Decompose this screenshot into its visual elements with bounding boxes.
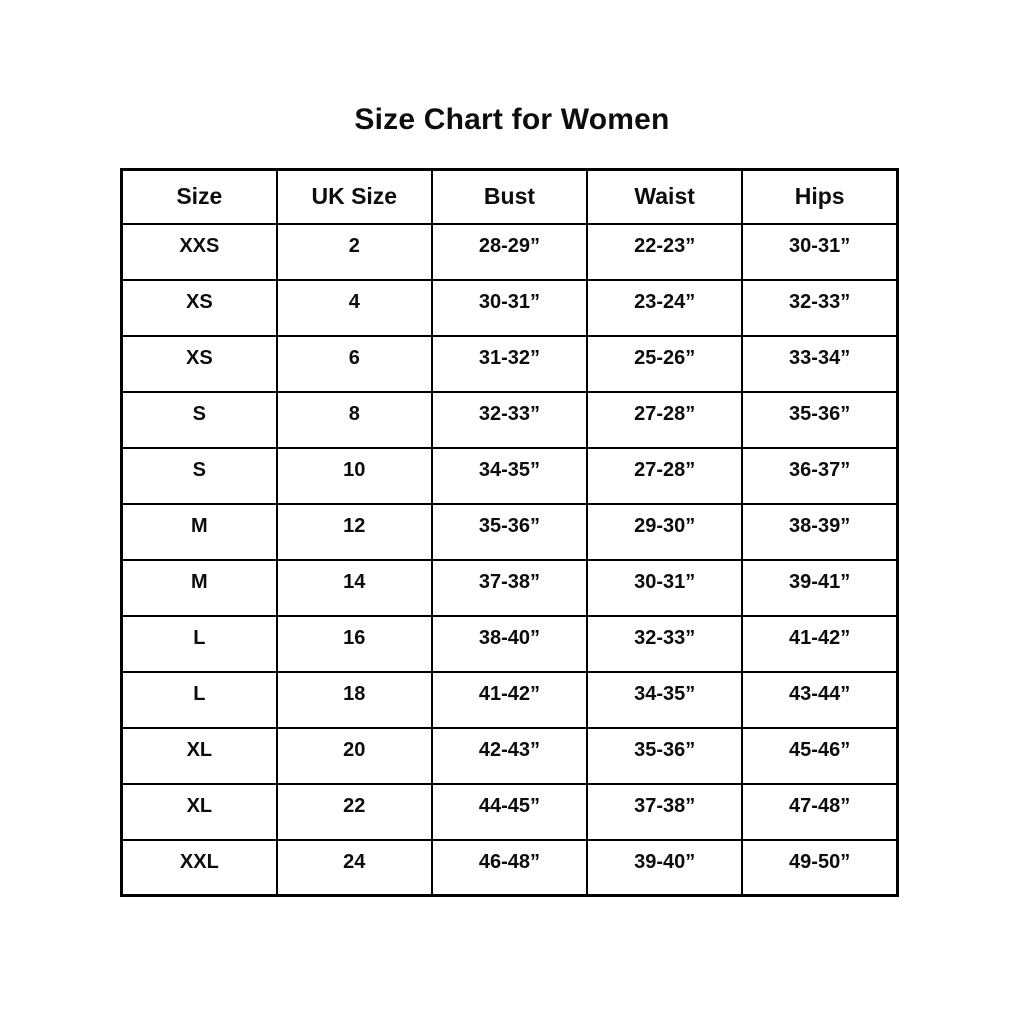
table-row: XS 4 30-31” 23-24” 32-33”	[120, 278, 899, 337]
table-cell: 35-36”	[430, 502, 589, 561]
table-cell: 36-37”	[741, 446, 899, 505]
table-cell: 30-31”	[430, 278, 589, 337]
table-row: XL 22 44-45” 37-38” 47-48”	[120, 782, 899, 841]
table-cell: 33-34”	[741, 334, 899, 393]
table-cell: 32-33”	[586, 614, 744, 673]
table-cell: L	[120, 670, 278, 729]
table-cell: 37-38”	[430, 558, 589, 617]
table-cell: 10	[275, 446, 433, 505]
table-row: S 8 32-33” 27-28” 35-36”	[120, 390, 899, 449]
table-row: M 12 35-36” 29-30” 38-39”	[120, 502, 899, 561]
page-title: Size Chart for Women	[354, 103, 670, 136]
table-cell: 6	[275, 334, 433, 393]
table-cell: 46-48”	[430, 838, 589, 897]
table-cell: 12	[275, 502, 433, 561]
table-cell: 38-40”	[430, 614, 589, 673]
table-row: L 16 38-40” 32-33” 41-42”	[120, 614, 899, 673]
table-row: XXS 2 28-29” 22-23” 30-31”	[120, 222, 899, 281]
table-cell: 24	[275, 838, 433, 897]
table-cell: 29-30”	[586, 502, 744, 561]
table-body: XXS 2 28-29” 22-23” 30-31” XS 4 30-31” 23-24” 32-…	[120, 222, 899, 897]
table-cell: 34-35”	[586, 670, 744, 729]
table-cell: L	[120, 614, 278, 673]
table-cell: 25-26”	[586, 334, 744, 393]
table-cell: 41-42”	[430, 670, 589, 729]
table-cell: 18	[275, 670, 433, 729]
table-cell: 30-31”	[586, 558, 744, 617]
table-row: XS 6 31-32” 25-26” 33-34”	[120, 334, 899, 393]
column-header-size: Size	[120, 168, 278, 225]
table-cell: 35-36”	[741, 390, 899, 449]
table-cell: XL	[120, 726, 278, 785]
table-cell: 20	[275, 726, 433, 785]
table-cell: 23-24”	[586, 278, 744, 337]
table-cell: XXS	[120, 222, 278, 281]
table-cell: S	[120, 446, 278, 505]
table-cell: 30-31”	[741, 222, 899, 281]
table-cell: 8	[275, 390, 433, 449]
table-cell: M	[120, 502, 278, 561]
table-cell: 49-50”	[741, 838, 899, 897]
table-cell: 32-33”	[741, 278, 899, 337]
table-cell: 43-44”	[741, 670, 899, 729]
table-cell: 31-32”	[430, 334, 589, 393]
table-cell: 22	[275, 782, 433, 841]
table-row: S 10 34-35” 27-28” 36-37”	[120, 446, 899, 505]
table-row: L 18 41-42” 34-35” 43-44”	[120, 670, 899, 729]
column-header-bust: Bust	[430, 168, 589, 225]
header-row: Size UK Size Bust Waist Hips	[120, 168, 899, 225]
table-cell: 34-35”	[430, 446, 589, 505]
table-cell: 41-42”	[741, 614, 899, 673]
table-cell: 39-40”	[586, 838, 744, 897]
table-row: XXL 24 46-48” 39-40” 49-50”	[120, 838, 899, 897]
table-cell: 44-45”	[430, 782, 589, 841]
table-cell: 22-23”	[586, 222, 744, 281]
table-row: XL 20 42-43” 35-36” 45-46”	[120, 726, 899, 785]
table-cell: 42-43”	[430, 726, 589, 785]
table-cell: 32-33”	[430, 390, 589, 449]
table-cell: S	[120, 390, 278, 449]
table-cell: 47-48”	[741, 782, 899, 841]
table-cell: 27-28”	[586, 446, 744, 505]
table-cell: 27-28”	[586, 390, 744, 449]
table-cell: 39-41”	[741, 558, 899, 617]
table-cell: 28-29”	[430, 222, 589, 281]
table-cell: 37-38”	[586, 782, 744, 841]
table-cell: 2	[275, 222, 433, 281]
table-row: M 14 37-38” 30-31” 39-41”	[120, 558, 899, 617]
table-cell: XS	[120, 278, 278, 337]
table-cell: XXL	[120, 838, 278, 897]
size-chart-table: Size UK Size Bust Waist Hips XXS 2 28-29” 22-23…	[120, 168, 899, 897]
table-cell: XL	[120, 782, 278, 841]
column-header-uk-size: UK Size	[275, 168, 433, 225]
table-cell: 16	[275, 614, 433, 673]
table-cell: 38-39”	[741, 502, 899, 561]
table-cell: XS	[120, 334, 278, 393]
column-header-waist: Waist	[586, 168, 744, 225]
table-cell: 35-36”	[586, 726, 744, 785]
table-cell: 45-46”	[741, 726, 899, 785]
table-cell: 4	[275, 278, 433, 337]
column-header-hips: Hips	[741, 168, 899, 225]
table-cell: M	[120, 558, 278, 617]
table-cell: 14	[275, 558, 433, 617]
table-header: Size UK Size Bust Waist Hips	[120, 168, 899, 225]
